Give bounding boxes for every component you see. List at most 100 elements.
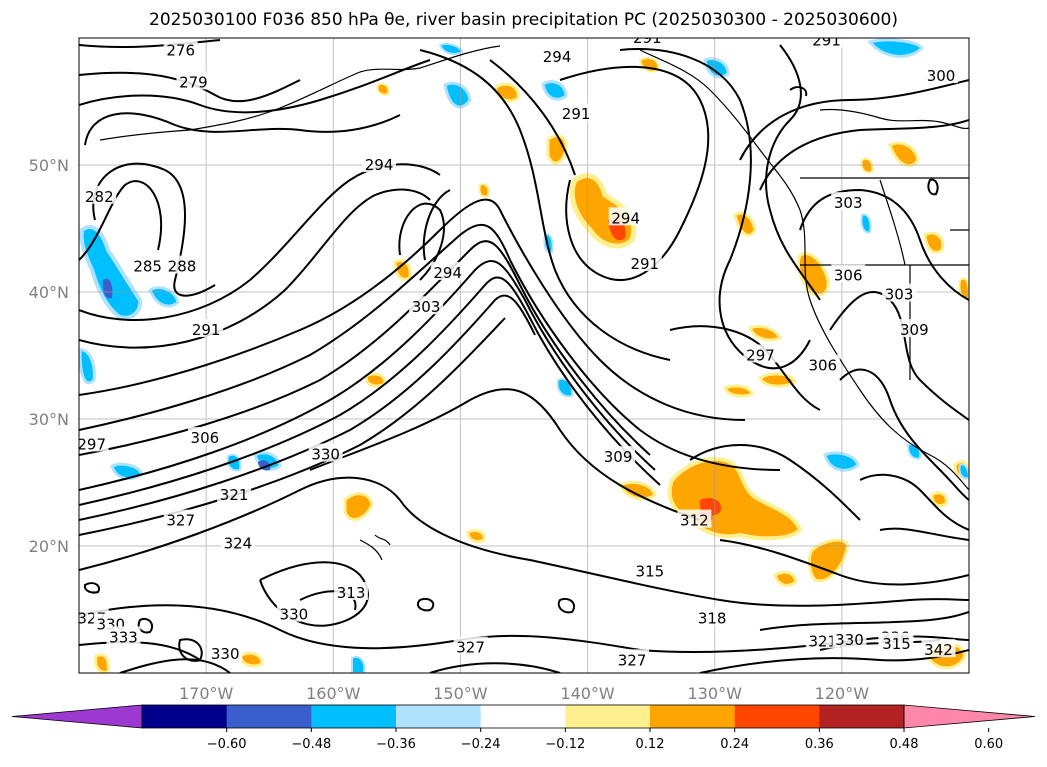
longitude-tick-label: 170°W (179, 684, 234, 703)
contour-label-bg (627, 253, 662, 272)
contour-label-bg (106, 626, 141, 645)
colorbar-bin (480, 705, 566, 728)
contour-label-bg (805, 354, 840, 373)
colorbar-tick-label: −0.24 (461, 737, 501, 752)
colorbar-tick-label: 0.24 (720, 737, 749, 752)
contour-label-bg (632, 560, 667, 579)
latitude-tick-label: 40°N (29, 283, 69, 302)
contour-label-bg (409, 296, 444, 315)
contour-label: 294 (433, 264, 462, 282)
colorbar-extend-high (903, 704, 1036, 729)
contour-label: 294 (543, 48, 572, 66)
colorbar-bin (650, 705, 736, 728)
contour-label-bg (897, 319, 932, 338)
longitude-tick-label: 140°W (560, 684, 615, 703)
contour-label-bg (220, 532, 255, 551)
contour-label-bg (217, 484, 252, 503)
contour-label: 303 (834, 194, 863, 212)
contour-label: 303 (885, 286, 914, 304)
colorbar: −0.60 −0.48 −0.36 −0.24 −0.12 0.12 0.24 0.36 0.4… (11, 704, 1036, 752)
map-frame (78, 37, 970, 674)
contour-label-bg (163, 39, 198, 58)
latitude-labels: 50°N 40°N 30°N 20°N (29, 156, 69, 556)
colorbar-tick-label: 0.48 (890, 737, 919, 752)
colorbar-tick-label: 0.36 (805, 737, 834, 752)
contour-label-bg (608, 207, 643, 226)
contour-label: 333 (109, 628, 138, 646)
contour-label-bg (743, 344, 778, 363)
contour-label-bg (831, 264, 866, 283)
contour-label: 327 (618, 651, 647, 669)
contour-label: 294 (611, 209, 640, 227)
colorbar-outline (141, 704, 905, 729)
contour-label-bg (809, 38, 844, 48)
contour-label-bg (79, 433, 109, 452)
contour-label-bg (208, 642, 243, 661)
contour-label-bg (453, 636, 488, 655)
longitude-tick-label: 130°W (688, 684, 743, 703)
contour-label: 327 (456, 639, 485, 657)
longitude-tick-label: 160°W (306, 684, 361, 703)
colorbar-bin (226, 705, 312, 728)
contour-label-bg (164, 255, 199, 274)
contour-label: 324 (224, 534, 253, 552)
contour-label-bg (82, 185, 117, 204)
contour-label-bg (163, 509, 198, 528)
colorbar-tick-label: −0.48 (291, 737, 331, 752)
contour-label: 291 (562, 105, 591, 123)
contour-label: 291 (630, 255, 659, 273)
contour-label-bg (832, 628, 867, 647)
contour-label-bg (187, 427, 222, 446)
latitude-tick-label: 30°N (29, 410, 69, 429)
contour-label-bg (559, 103, 594, 122)
longitude-tick-label: 150°W (433, 684, 488, 703)
contour-label-bg (630, 38, 665, 45)
contour-label: 285 (133, 258, 162, 276)
contour-label-bg (831, 192, 866, 211)
contour-label: 294 (365, 156, 394, 174)
contour-label: 306 (808, 357, 837, 375)
contour-label-bg (677, 509, 712, 528)
contour-label: 300 (927, 67, 956, 85)
contour-label: 330 (211, 645, 240, 663)
contour-label: 303 (412, 298, 441, 316)
colorbar-extend-low (11, 704, 143, 729)
precip-negative-area (79, 224, 143, 320)
contour-label: 318 (698, 609, 727, 627)
contour-label: 330 (835, 631, 864, 649)
colorbar-tick-label: 0.12 (636, 737, 665, 752)
contour-label-bg (308, 443, 343, 462)
contour-label: 276 (166, 42, 195, 60)
contour-label-bg (805, 630, 840, 649)
colorbar-bin (311, 705, 397, 728)
contour-label-bg (882, 283, 917, 302)
contour-label: 306 (834, 266, 863, 284)
contour-label: 309 (900, 321, 929, 339)
contour-label: 282 (85, 188, 114, 206)
contour-label-bg (276, 603, 311, 622)
contour-label: 327 (166, 512, 195, 530)
contour-label-bg (695, 607, 730, 626)
colorbar-bin (565, 705, 651, 728)
longitude-labels: 170°W 160°W 150°W 140°W 130°W 120°W (179, 684, 869, 703)
contour-label: 342 (924, 641, 953, 659)
contour-label: 321 (220, 486, 249, 504)
contour-label-bg (189, 319, 224, 338)
theta-e-contours (79, 39, 969, 673)
contour-label-bg (615, 649, 650, 668)
contour-label-bg (540, 46, 575, 65)
contour-label-bg (362, 154, 397, 172)
contour-label: 297 (77, 435, 106, 453)
latitude-tick-label: 50°N (29, 156, 69, 175)
colorbar-tick-label: −0.60 (207, 737, 247, 752)
contour-label: 315 (882, 635, 911, 653)
colorbar-bin (142, 705, 228, 728)
latitude-tick-label: 20°N (29, 537, 69, 556)
contour-label: 312 (680, 512, 709, 530)
colorbar-bin (396, 705, 482, 728)
colorbar-bin (734, 705, 820, 728)
contour-label: 291 (192, 321, 221, 339)
contour-label: 309 (604, 448, 633, 466)
contour-label-bg (334, 581, 369, 600)
